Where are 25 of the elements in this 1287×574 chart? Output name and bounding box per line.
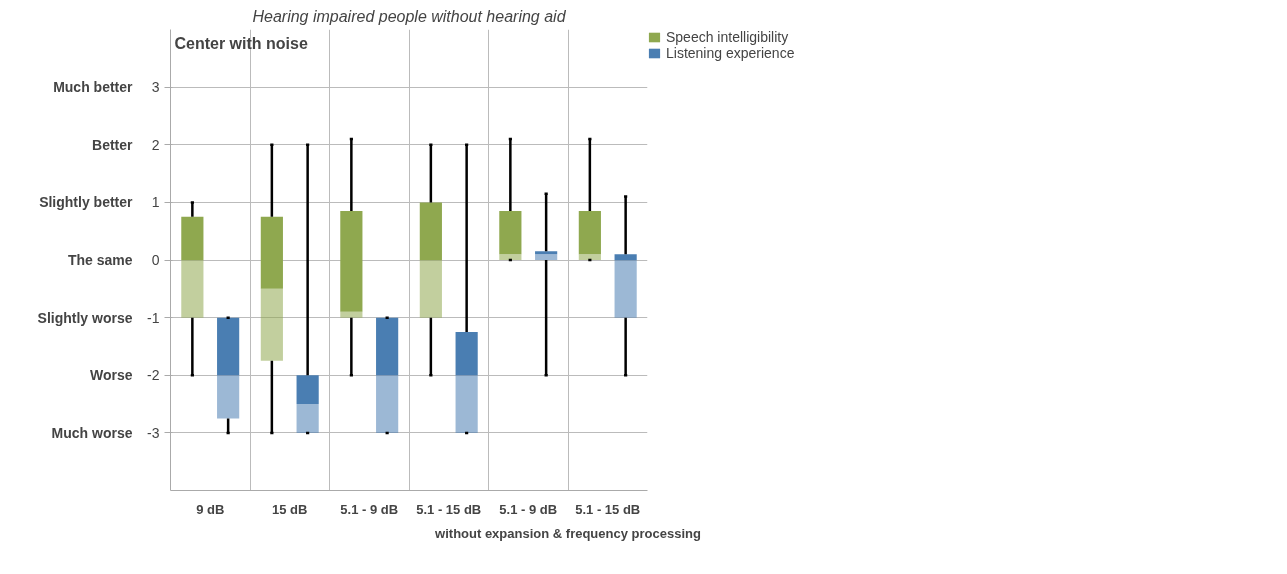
text: Much better: [53, 79, 134, 96]
legend-label: Listening experience: [666, 45, 795, 61]
y-tick-label: 2: [151, 136, 160, 153]
x-tick-label: 9 dB: [196, 501, 225, 517]
text: Worse: [89, 367, 133, 384]
chart-title: Center with noise: [174, 34, 308, 52]
x-tick-label: 5.1 - 9 dB: [340, 501, 399, 517]
text: Slightly worse: [37, 309, 133, 326]
text: Slightly better: [39, 194, 134, 211]
y-tick-label: -2: [147, 367, 160, 384]
x-tick-label: 5.1 - 15 dB: [575, 501, 641, 517]
y-tick-label: 1: [151, 194, 160, 211]
x-tick-label: 15 dB: [272, 501, 308, 517]
x-tick-label: 5.1 - 9 dB: [499, 501, 558, 517]
text: without expansion & frequency processing: [434, 525, 701, 541]
text: The same: [67, 252, 133, 268]
y-tick-label: -3: [147, 424, 160, 441]
x-tick-label: 5.1 - 15 dB: [416, 501, 482, 517]
legend-label: Speech intelligibility: [666, 29, 789, 45]
y-tick-label: 0: [151, 252, 160, 268]
chart-subtitle: Hearing impaired people without hearing aid: [252, 7, 567, 25]
text: Better: [92, 136, 134, 153]
text: Much worse: [51, 424, 133, 441]
y-tick-label: 3: [151, 79, 160, 96]
y-tick-label: -1: [147, 309, 160, 326]
